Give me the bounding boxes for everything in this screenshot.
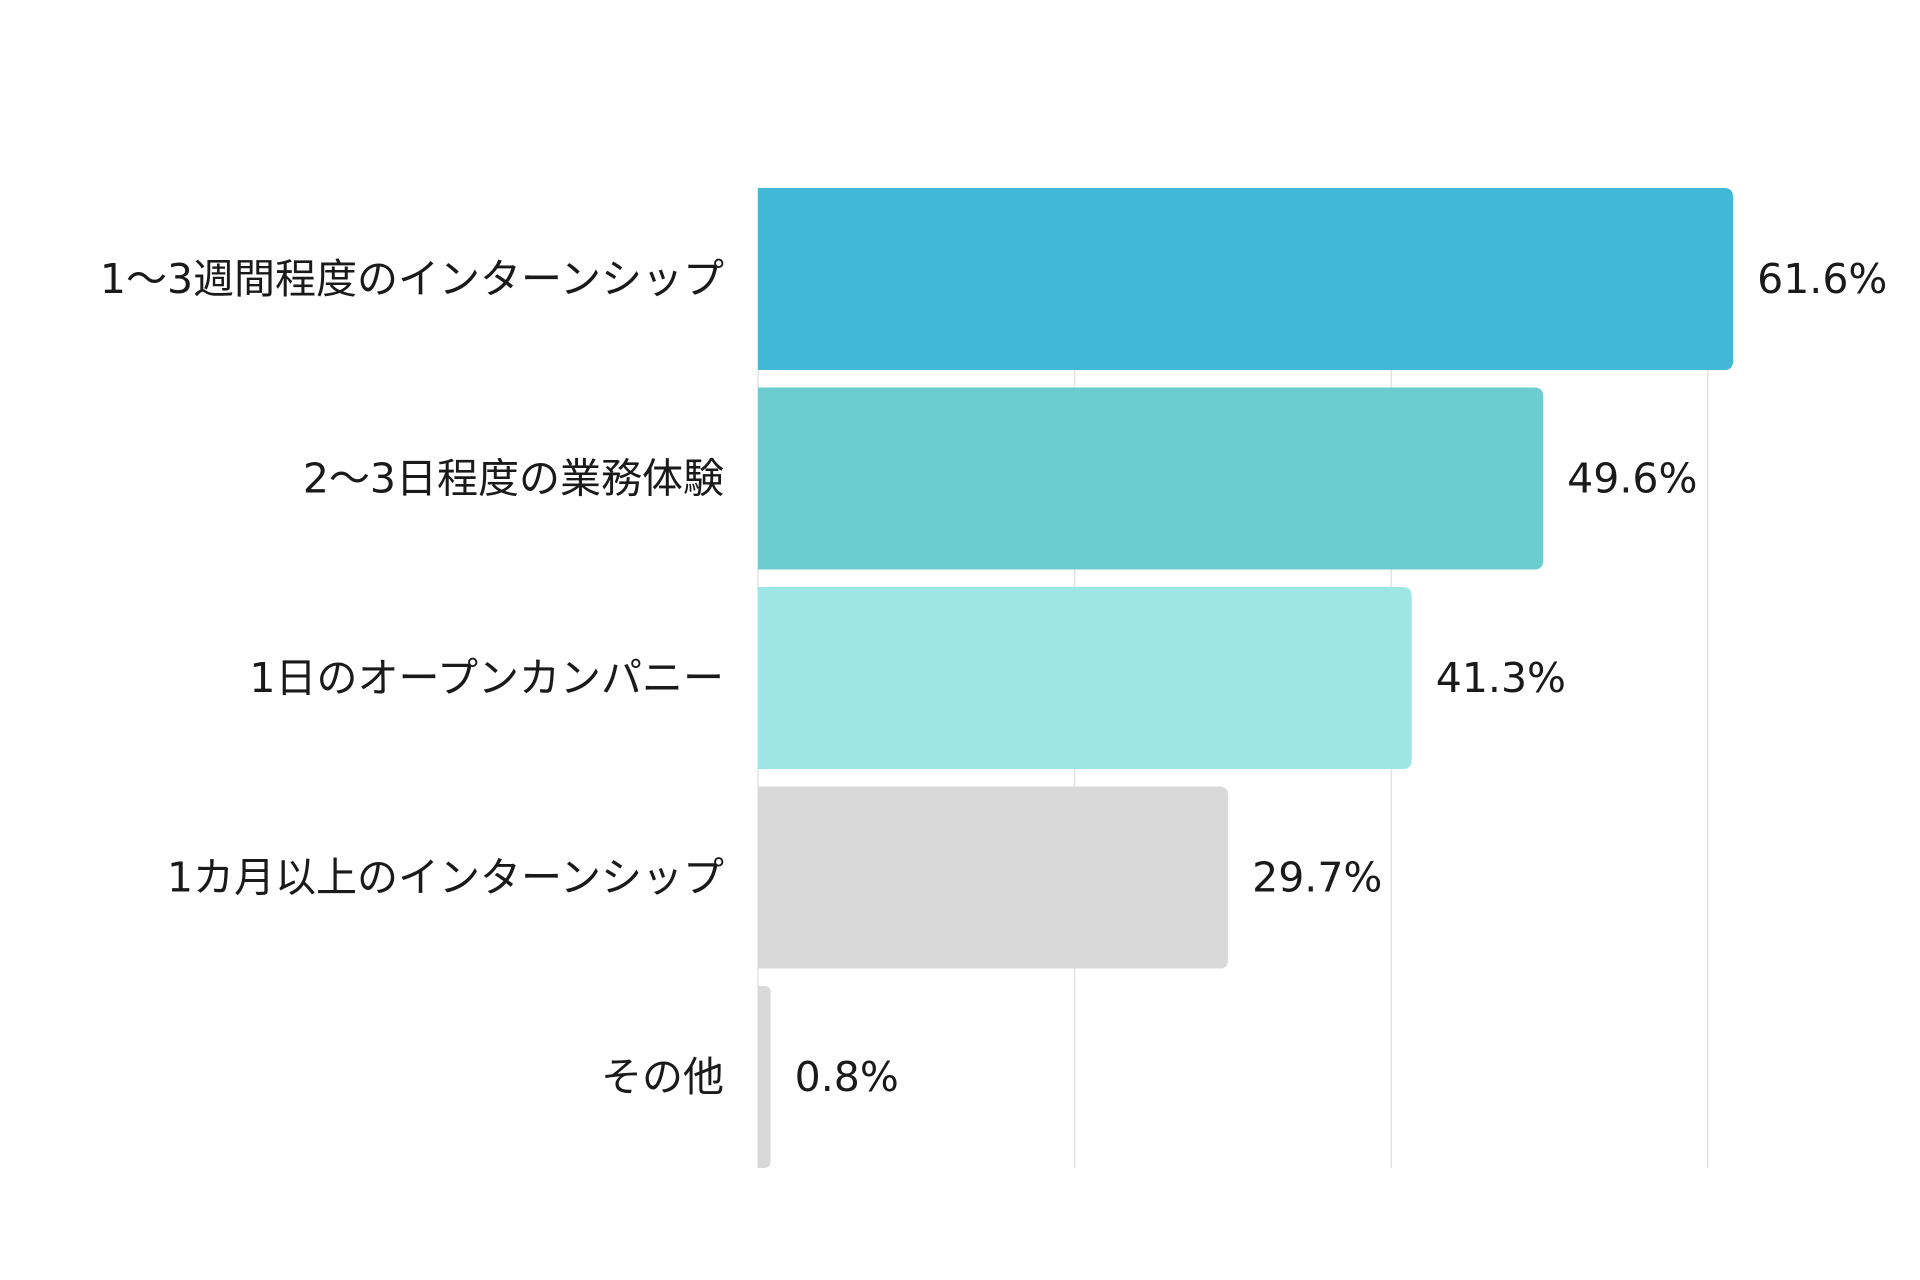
bar-5 <box>758 986 771 1168</box>
value-label-4: 29.7% <box>1252 854 1382 902</box>
bar-4 <box>758 786 1229 969</box>
category-label-2: 2〜3日程度の業務体験 <box>303 455 724 503</box>
bar-3 <box>758 587 1412 769</box>
category-label-4: 1カ月以上のインターンシップ <box>167 854 724 902</box>
value-label-2: 49.6% <box>1567 455 1697 503</box>
value-label-3: 41.3% <box>1436 654 1566 702</box>
category-label-3: 1日のオープンカンパニー <box>249 654 724 702</box>
category-label-5: その他 <box>601 1053 724 1101</box>
labels: 1〜3週間程度のインターンシップ 61.6% 2〜3日程度の業務体験 49.6% 1日の… <box>100 255 1888 1101</box>
bars <box>758 188 1734 1168</box>
value-label-1: 61.6% <box>1757 255 1887 303</box>
value-label-5: 0.8% <box>795 1053 899 1101</box>
category-label-1: 1〜3週間程度のインターンシップ <box>100 255 724 303</box>
bar-1 <box>758 188 1734 370</box>
bar-2 <box>758 387 1544 570</box>
